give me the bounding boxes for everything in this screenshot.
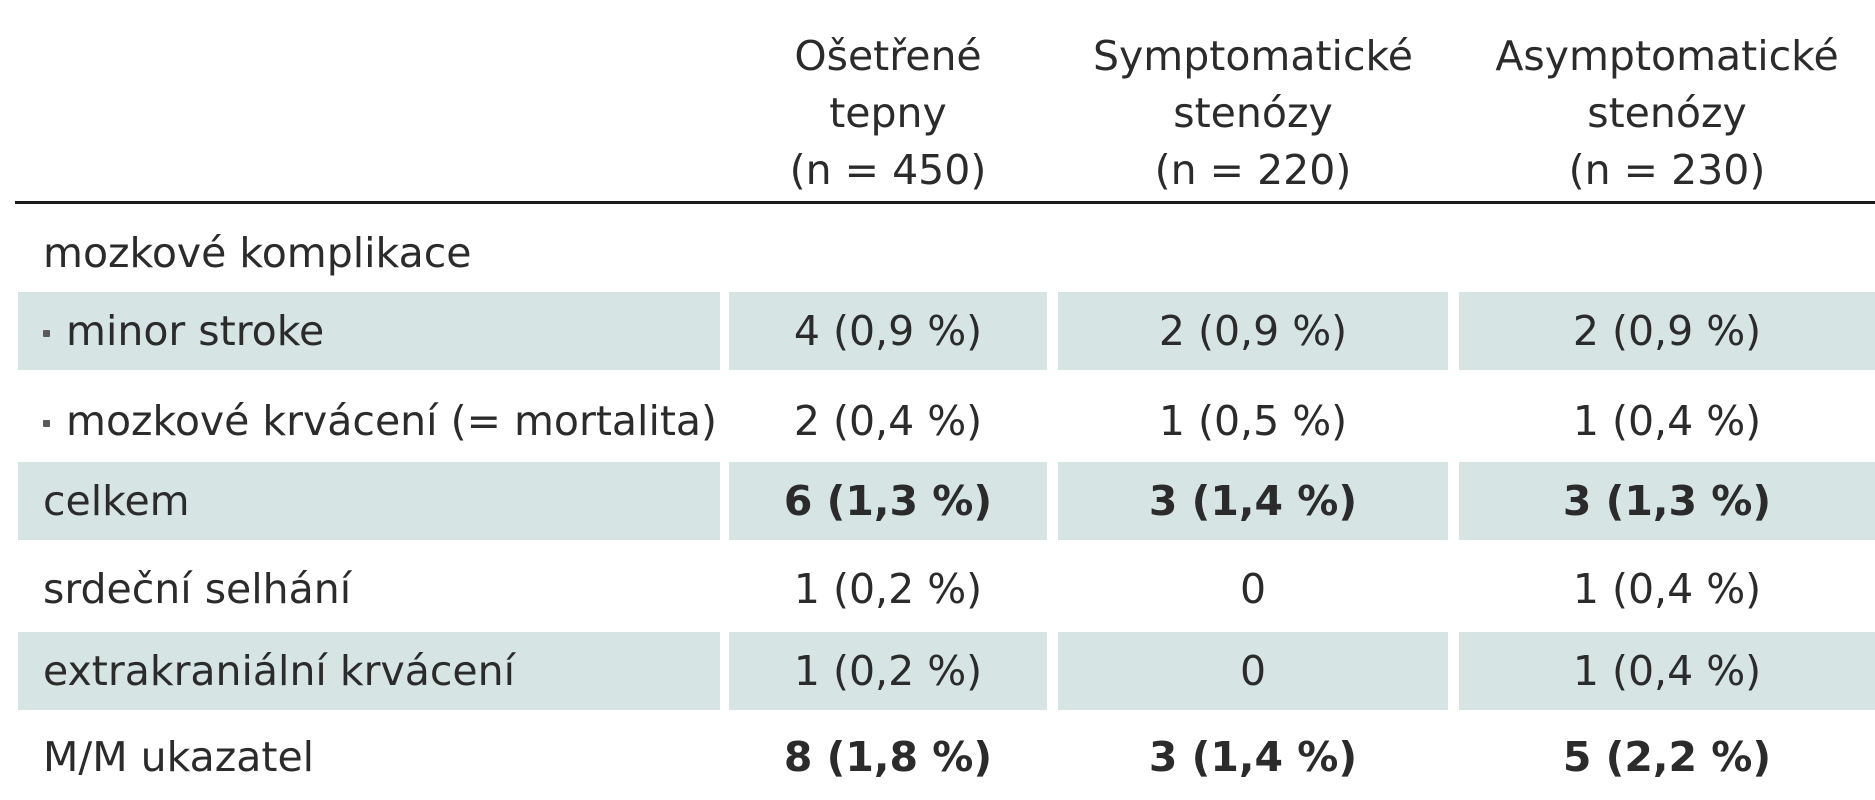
row-label-text: minor stroke (66, 307, 325, 355)
column-header-asymptomatic: Asymptomatické stenózy (n = 230) (1459, 28, 1875, 198)
cell-asymptomatic: 1 (0,4 %) (1572, 565, 1762, 613)
column-header-treated-arteries: Ošetřené tepny (n = 450) (729, 28, 1047, 198)
cell-symptomatic: 1 (0,5 %) (1158, 397, 1348, 445)
table-row: celkem 6 (1,3 %) 3 (1,4 %) 3 (1,3 %) (0, 462, 1875, 540)
column-header-line: Asymptomatické (1495, 32, 1839, 80)
bullet-icon (43, 419, 50, 427)
cell-treated: 8 (1,8 %) (783, 733, 993, 781)
column-header-line: tepny (829, 89, 947, 137)
row-label: mozkové krvácení (= mortalita) (18, 380, 720, 462)
row-label: srdeční selhání (18, 548, 720, 630)
table-row: srdeční selhání 1 (0,2 %) 0 1 (0,4 %) (0, 548, 1875, 630)
row-label: mozkové komplikace (18, 214, 720, 292)
cell-treated: 2 (0,4 %) (793, 397, 983, 445)
column-header-symptomatic: Symptomatické stenózy (n = 220) (1058, 28, 1448, 198)
row-label-text: M/M ukazatel (43, 733, 315, 781)
table-row: M/M ukazatel 8 (1,8 %) 3 (1,4 %) 5 (2,2 … (0, 716, 1875, 798)
row-label: extrakraniální krvácení (18, 632, 720, 710)
row-label: minor stroke (18, 292, 720, 370)
bullet-icon (43, 329, 50, 337)
cell-treated: 4 (0,9 %) (729, 292, 1047, 370)
cell-treated: 1 (0,2 %) (793, 565, 983, 613)
cell-symptomatic: 3 (1,4 %) (1148, 733, 1358, 781)
row-label-text: mozkové komplikace (43, 229, 472, 277)
row-label-text: celkem (43, 477, 190, 525)
column-header-line: Symptomatické (1093, 32, 1413, 80)
column-header-line: Ošetřené (794, 32, 982, 80)
row-label-text: srdeční selhání (43, 565, 352, 613)
cell-asymptomatic: 1 (0,4 %) (1459, 632, 1875, 710)
cell-symptomatic: 2 (0,9 %) (1058, 292, 1448, 370)
column-header-line: (n = 450) (789, 146, 987, 194)
row-label-text: mozkové krvácení (= mortalita) (66, 397, 718, 445)
table-row: extrakraniální krvácení 1 (0,2 %) 0 1 (0… (0, 632, 1875, 710)
cell-asymptomatic: 3 (1,3 %) (1459, 462, 1875, 540)
column-header-line: (n = 220) (1154, 146, 1352, 194)
table-row: minor stroke 4 (0,9 %) 2 (0,9 %) 2 (0,9 … (0, 292, 1875, 370)
cell-treated: 6 (1,3 %) (729, 462, 1047, 540)
column-header-line: (n = 230) (1568, 146, 1766, 194)
header-divider (15, 201, 1875, 204)
cell-symptomatic: 3 (1,4 %) (1058, 462, 1448, 540)
table-row: mozkové krvácení (= mortalita) 2 (0,4 %)… (0, 380, 1875, 462)
cell-asymptomatic: 2 (0,9 %) (1459, 292, 1875, 370)
table-row: mozkové komplikace (0, 214, 1875, 292)
column-header-line: stenózy (1587, 89, 1747, 137)
cell-treated: 1 (0,2 %) (729, 632, 1047, 710)
row-label: M/M ukazatel (18, 716, 720, 798)
cell-symptomatic: 0 (1058, 632, 1448, 710)
row-label-text: extrakraniální krvácení (43, 647, 515, 695)
cell-asymptomatic: 5 (2,2 %) (1562, 733, 1772, 781)
column-header-line: stenózy (1173, 89, 1333, 137)
row-label: celkem (18, 462, 720, 540)
cell-asymptomatic: 1 (0,4 %) (1572, 397, 1762, 445)
cell-symptomatic: 0 (1239, 565, 1267, 613)
